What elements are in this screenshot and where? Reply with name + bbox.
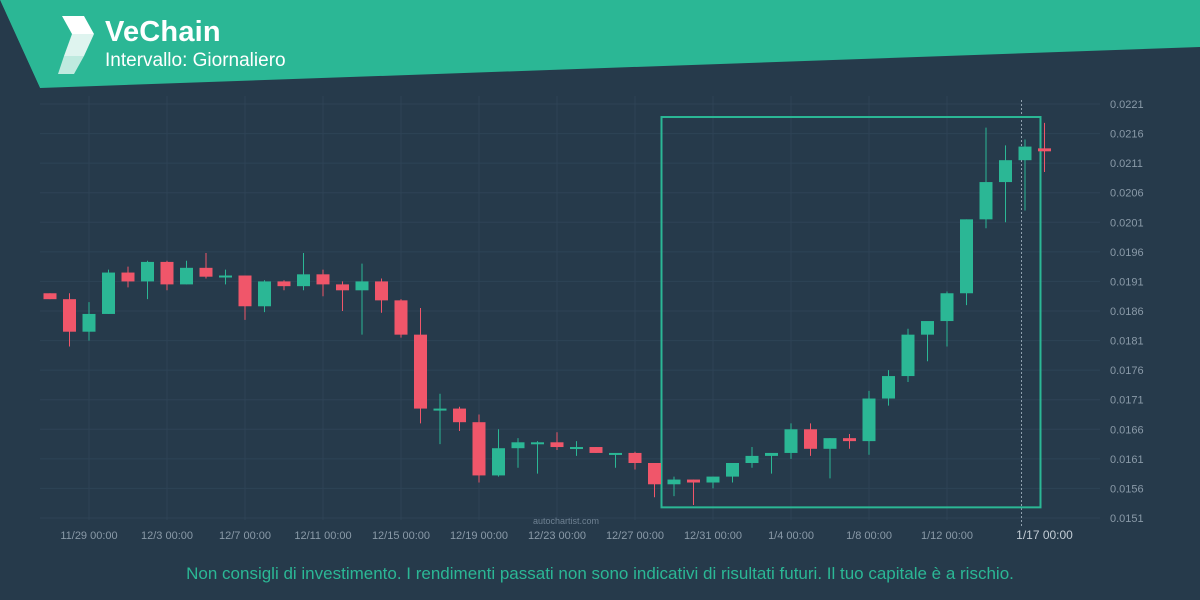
candle-body — [960, 219, 973, 294]
y-tick-label: 0.0156 — [1110, 483, 1144, 495]
y-tick-label: 0.0211 — [1110, 158, 1143, 170]
y-tick-label: 0.0191 — [1110, 276, 1144, 288]
y-tick-label: 0.0151 — [1110, 513, 1144, 525]
candle-body — [862, 398, 876, 442]
vechain-logo-icon — [58, 16, 94, 74]
candle-body — [726, 462, 739, 477]
candle-body — [804, 429, 817, 449]
candle-body — [492, 448, 505, 476]
candle-body — [999, 160, 1012, 183]
header-banner — [0, 0, 1200, 88]
x-tick-label: 12/15 00:00 — [372, 530, 430, 542]
candle-body — [628, 452, 642, 463]
candle-body — [180, 267, 193, 285]
candle-body — [1018, 146, 1032, 161]
y-tick-label: 0.0221 — [1110, 99, 1144, 111]
x-tick-label: 12/3 00:00 — [141, 530, 193, 542]
candle-body — [316, 274, 330, 285]
candle-body — [433, 408, 447, 411]
candle-body — [297, 274, 310, 287]
y-tick-label: 0.0181 — [1110, 336, 1144, 348]
y-tick-label: 0.0161 — [1110, 454, 1144, 466]
candle-body — [355, 281, 369, 291]
x-tick-label: 12/19 00:00 — [450, 530, 508, 542]
candle-body — [277, 281, 291, 287]
candle-body — [589, 447, 603, 453]
x-tick-label: 12/27 00:00 — [606, 530, 664, 542]
candle-body — [102, 272, 115, 314]
candle-body — [43, 293, 57, 300]
y-tick-label: 0.0176 — [1110, 365, 1144, 377]
y-tick-label: 0.0166 — [1110, 424, 1144, 436]
pattern-box — [660, 116, 1042, 509]
y-tick-label: 0.0216 — [1110, 129, 1144, 141]
x-tick-label: 1/8 00:00 — [846, 530, 892, 542]
candle-body — [784, 429, 798, 453]
candle-body — [63, 299, 76, 332]
candle-body — [160, 261, 174, 285]
candle-body — [336, 284, 349, 291]
candle-body — [472, 422, 486, 476]
candle-body — [940, 293, 954, 322]
candle-body — [121, 272, 135, 282]
candle-body — [823, 438, 837, 449]
candle-body — [979, 182, 993, 220]
candle-body — [375, 281, 388, 301]
candle-body — [765, 452, 778, 456]
candle-body — [141, 261, 154, 282]
candle-body — [687, 479, 700, 483]
candle-body — [648, 462, 661, 485]
candle-body — [1038, 148, 1051, 152]
candle-body — [511, 442, 525, 449]
x-tick-label: 1/17 00:00 — [1016, 528, 1073, 542]
candle-body — [394, 300, 408, 335]
y-tick-label: 0.0196 — [1110, 247, 1144, 259]
y-tick-label: 0.0186 — [1110, 306, 1144, 318]
page-title: VeChain — [105, 16, 221, 48]
x-tick-label: 12/11 00:00 — [294, 530, 351, 542]
candle-body — [258, 281, 271, 307]
candle-body — [843, 438, 856, 442]
y-tick-label: 0.0171 — [1110, 395, 1144, 407]
x-tick-label: 1/4 00:00 — [768, 530, 814, 542]
disclaimer-text: Non consigli di investimento. I rendimen… — [186, 564, 1014, 583]
candle-body — [882, 376, 895, 399]
y-tick-label: 0.0201 — [1110, 217, 1144, 229]
y-tick-label: 0.0206 — [1110, 188, 1144, 200]
candle-body — [414, 334, 427, 409]
candle-body — [667, 479, 681, 485]
candle-body — [706, 476, 720, 483]
candle-body — [921, 321, 934, 335]
x-tick-label: 11/29 00:00 — [60, 530, 117, 542]
candle-body — [199, 267, 213, 277]
candle-body — [745, 455, 759, 463]
x-tick-label: 12/7 00:00 — [219, 530, 271, 542]
x-tick-label: 1/12 00:00 — [921, 530, 973, 542]
price-chart: 0.0151 0.0156 0.0161 0.0166 0.0171 0.0176 0.01… — [40, 96, 1144, 542]
candle-body — [570, 447, 583, 450]
x-tick-label: 12/31 00:00 — [684, 530, 742, 542]
candle-body — [609, 452, 622, 455]
interval-label: Intervallo: Giornaliero — [105, 50, 286, 71]
candle-body — [453, 408, 466, 423]
candle-body — [531, 442, 544, 445]
candle-body — [238, 275, 252, 307]
watermark: autochartist.com — [533, 516, 599, 526]
candle-body — [219, 275, 232, 278]
x-tick-label: 12/23 00:00 — [528, 530, 586, 542]
candle-body — [901, 334, 915, 377]
candle-body — [82, 313, 96, 332]
candle-body — [550, 442, 564, 448]
